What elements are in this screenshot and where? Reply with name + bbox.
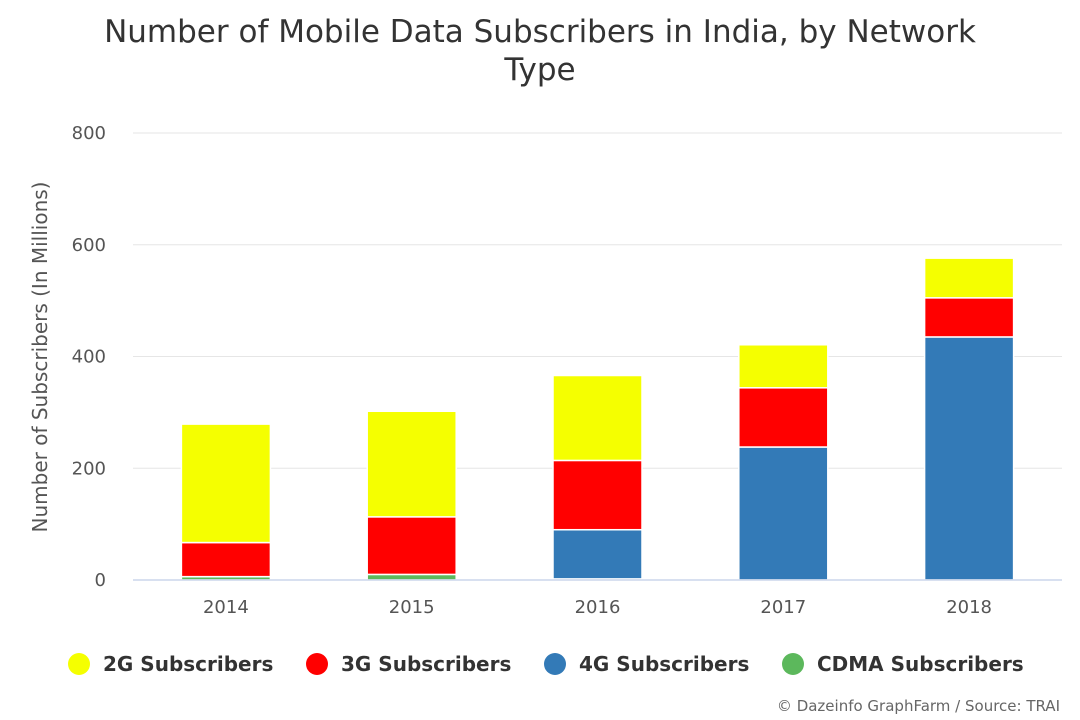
x-tick-label: 2014 <box>203 597 249 618</box>
legend: 2G Subscribers 3G Subscribers 4G Subscribe… <box>68 652 1024 676</box>
legend-marker <box>68 653 90 675</box>
bar-3g-subscribers-2018[interactable] <box>923 297 1015 338</box>
bar-2g-subscribers-2014[interactable] <box>180 423 272 544</box>
y-tick-label: 0 <box>95 570 106 591</box>
bar-4g-subscribers-2016[interactable] <box>552 528 643 580</box>
legend-marker <box>544 653 566 675</box>
y-axis-ticks: 0 200 400 600 800 <box>72 123 106 591</box>
legend-item-2g-subscribers[interactable]: 2G Subscribers <box>68 652 273 676</box>
chart-title-line1: Number of Mobile Data Subscribers in Ind… <box>104 14 976 50</box>
y-tick-label: 200 <box>72 458 106 479</box>
legend-label: 4G Subscribers <box>579 652 749 676</box>
legend-marker <box>782 653 804 675</box>
x-axis-ticks: 2014 2015 2016 2017 2018 <box>203 597 992 618</box>
bar-4g-subscribers-2017[interactable] <box>738 446 829 581</box>
bar-3g-subscribers-2016[interactable] <box>552 459 643 531</box>
bar-2g-subscribers-2018[interactable] <box>923 257 1015 299</box>
x-tick-label: 2015 <box>389 597 435 618</box>
x-tick-label: 2016 <box>575 597 621 618</box>
legend-label: 3G Subscribers <box>341 652 511 676</box>
chart-title-line2: Type <box>503 52 575 88</box>
legend-item-4g-subscribers[interactable]: 4G Subscribers <box>544 652 749 676</box>
bar-2g-subscribers-2016[interactable] <box>552 374 643 462</box>
legend-label: 2G Subscribers <box>103 652 273 676</box>
legend-item-3g-subscribers[interactable]: 3G Subscribers <box>306 652 511 676</box>
y-tick-label: 600 <box>72 235 106 256</box>
y-tick-label: 400 <box>72 347 106 368</box>
bar-3g-subscribers-2015[interactable] <box>366 516 457 576</box>
bar-layer <box>180 257 1015 581</box>
y-axis-label: Number of Subscribers (In Millions) <box>28 182 52 533</box>
legend-item-cdma-subscribers[interactable]: CDMA Subscribers <box>782 652 1024 676</box>
bar-2g-subscribers-2015[interactable] <box>366 410 457 518</box>
bar-3g-subscribers-2014[interactable] <box>180 541 272 578</box>
bar-2g-subscribers-2017[interactable] <box>738 344 829 389</box>
bar-cdma-subscribers-2015[interactable] <box>366 573 457 581</box>
bar-4g-subscribers-2018[interactable] <box>923 336 1015 581</box>
chart-credit[interactable]: © Dazeinfo GraphFarm / Source: TRAI <box>777 697 1060 715</box>
x-tick-label: 2017 <box>760 597 806 618</box>
legend-marker <box>306 653 328 675</box>
x-tick-label: 2018 <box>946 597 992 618</box>
y-tick-label: 800 <box>72 123 106 144</box>
legend-label: CDMA Subscribers <box>817 652 1024 676</box>
bar-3g-subscribers-2017[interactable] <box>738 387 829 448</box>
